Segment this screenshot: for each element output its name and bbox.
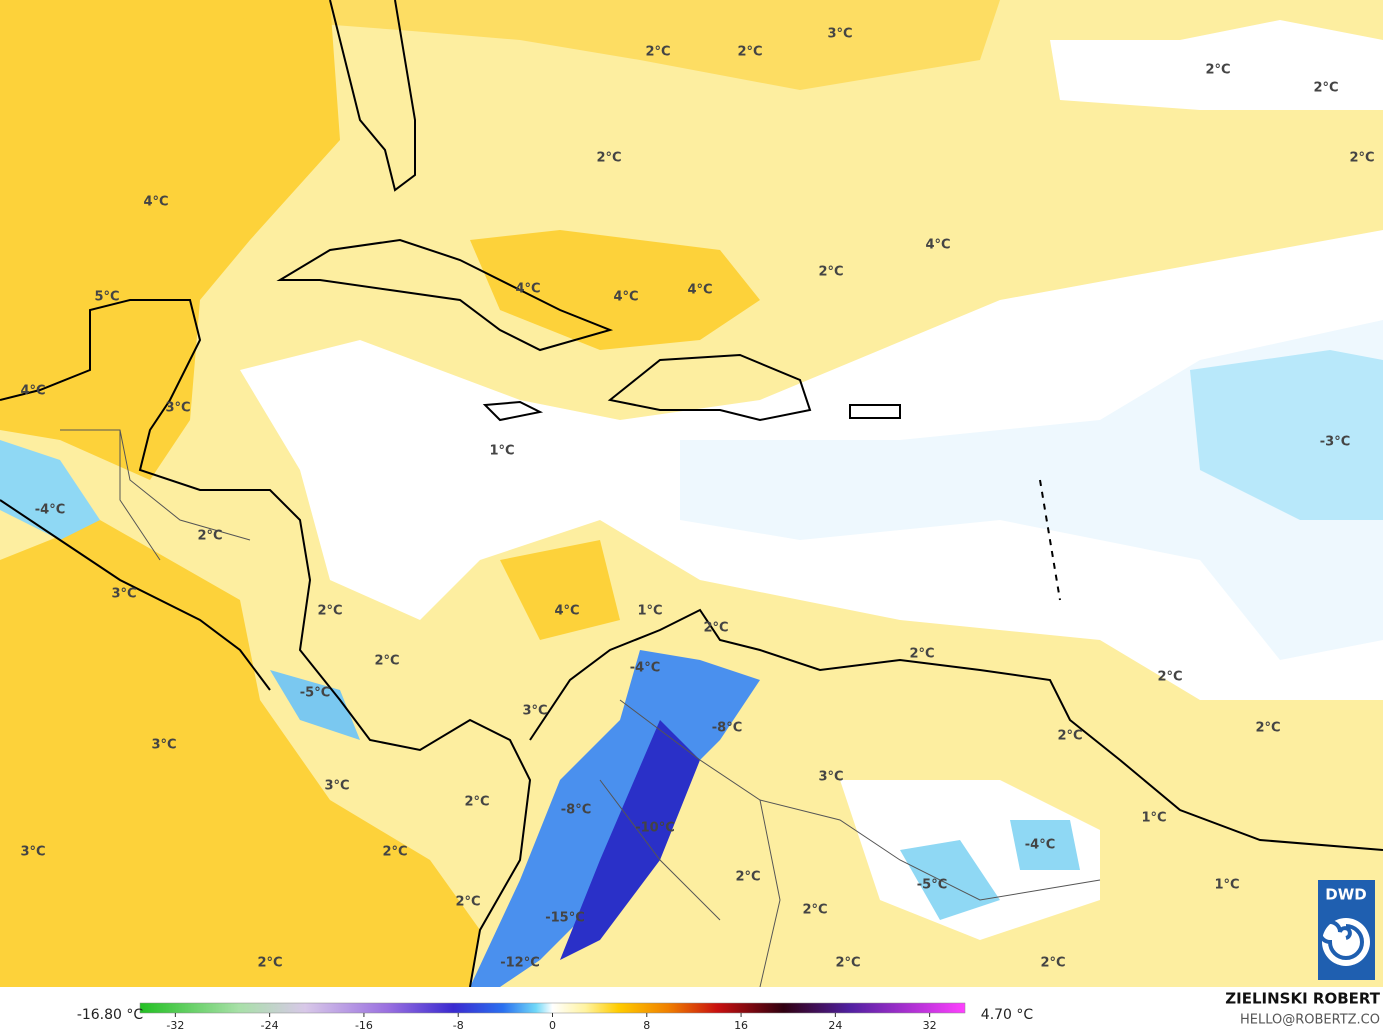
temperature-label: 2°C: [374, 654, 399, 669]
coastline: [482, 400, 544, 422]
author: ZIELINSKI ROBERT: [1225, 990, 1380, 1008]
cool-region: [1190, 350, 1383, 520]
temperature-label: 2°C: [455, 895, 480, 910]
temperature-label: 3°C: [324, 779, 349, 794]
colorbar: [139, 1002, 966, 1014]
colorbar-tick-label: -24: [261, 1019, 279, 1032]
temperature-label: -5°C: [917, 878, 947, 893]
coastline: [0, 299, 532, 988]
temperature-label: -12°C: [500, 956, 540, 971]
temperature-label: -5°C: [300, 686, 330, 701]
colorbar-tick-label: 24: [828, 1019, 842, 1032]
temperature-label: -4°C: [35, 503, 65, 518]
temperature-label: 3°C: [20, 845, 45, 860]
temperature-label: -15°C: [545, 911, 585, 926]
temperature-label: 2°C: [1255, 721, 1280, 736]
cool-region: [270, 670, 360, 740]
temperature-label: 1°C: [489, 444, 514, 459]
cold-region: [560, 720, 700, 960]
coastline: [1039, 479, 1061, 601]
warm-region: [470, 230, 760, 350]
temperature-label: 4°C: [925, 238, 950, 253]
temperature-label: -8°C: [561, 803, 591, 818]
temperature-label: 2°C: [1349, 151, 1374, 166]
logo-swirl: [1318, 920, 1364, 960]
colorbar-tick-label: 0: [549, 1019, 556, 1032]
temperature-label: 2°C: [802, 903, 827, 918]
colorbar-min-label: -16.80 °C: [77, 1007, 144, 1023]
temperature-label: 2°C: [197, 529, 222, 544]
temperature-label: 2°C: [1205, 63, 1230, 78]
colorbar-tick-label: -16: [355, 1019, 373, 1032]
temperature-label: 2°C: [317, 604, 342, 619]
temperature-label: 3°C: [165, 401, 190, 416]
temperature-label: 1°C: [1141, 811, 1166, 826]
coastline: [0, 499, 271, 691]
coastline: [529, 608, 1383, 851]
coastline: [329, 0, 416, 192]
temperature-label: 2°C: [382, 845, 407, 860]
temperature-label: 3°C: [111, 587, 136, 602]
colorbar-tick-label: -32: [166, 1019, 184, 1032]
logo-text: DWD: [1325, 886, 1366, 904]
warm-region: [0, 520, 480, 987]
temperature-label: 2°C: [909, 647, 934, 662]
temperature-label: 4°C: [143, 195, 168, 210]
temperature-label: 4°C: [20, 384, 45, 399]
temperature-label: 2°C: [257, 956, 282, 971]
temperature-label: -10°C: [635, 821, 675, 836]
coastline: [607, 353, 812, 422]
cold-region: [470, 650, 760, 987]
colorbar-tick-label: 16: [734, 1019, 748, 1032]
temperature-label: 2°C: [1313, 81, 1338, 96]
temperature-label: 2°C: [464, 795, 489, 810]
colorbar-tick-label: 32: [923, 1019, 937, 1032]
colorbar-max-label: 4.70 °C: [981, 1007, 1034, 1023]
warm-region: [500, 540, 620, 640]
temperature-label: 2°C: [1040, 956, 1065, 971]
cool-region: [0, 440, 100, 540]
temperature-label: 2°C: [835, 956, 860, 971]
temperature-label: 1°C: [637, 604, 662, 619]
temperature-label: 3°C: [827, 27, 852, 42]
border: [599, 699, 1101, 988]
temperature-label: 2°C: [645, 45, 670, 60]
temperature-label: 3°C: [151, 738, 176, 753]
temperature-label: -3°C: [1320, 435, 1350, 450]
temperature-label: 4°C: [613, 290, 638, 305]
cool-region: [900, 840, 1000, 920]
temperature-label: -8°C: [712, 721, 742, 736]
coastline: [276, 238, 614, 352]
temperature-label: 2°C: [1057, 729, 1082, 744]
temperature-label: 4°C: [515, 282, 540, 297]
colorbar-tick-label: -8: [453, 1019, 464, 1032]
temperature-label: 5°C: [94, 290, 119, 305]
temperature-label: 2°C: [1157, 670, 1182, 685]
temperature-label: 4°C: [554, 604, 579, 619]
temperature-label: 3°C: [818, 770, 843, 785]
cool-region: [1010, 820, 1080, 870]
warm-region: [0, 0, 340, 480]
temperature-label: 2°C: [596, 151, 621, 166]
temperature-label: -4°C: [630, 661, 660, 676]
colorbar-tick-label: 8: [643, 1019, 650, 1032]
border: [60, 429, 251, 561]
temperature-label: 3°C: [522, 704, 547, 719]
temperature-label: 4°C: [687, 283, 712, 298]
temperature-label: 2°C: [703, 621, 728, 636]
temperature-label: 2°C: [735, 870, 760, 885]
temperature-label: -4°C: [1025, 838, 1055, 853]
warm-region: [0, 0, 1000, 90]
temperature-label: 2°C: [818, 265, 843, 280]
coastline: [849, 404, 901, 419]
temperature-label: 1°C: [1214, 878, 1239, 893]
temperature-label: 2°C: [737, 45, 762, 60]
contact: HELLO@ROBERTZ.CO: [1240, 1013, 1380, 1028]
neutral-region: [1050, 20, 1383, 110]
